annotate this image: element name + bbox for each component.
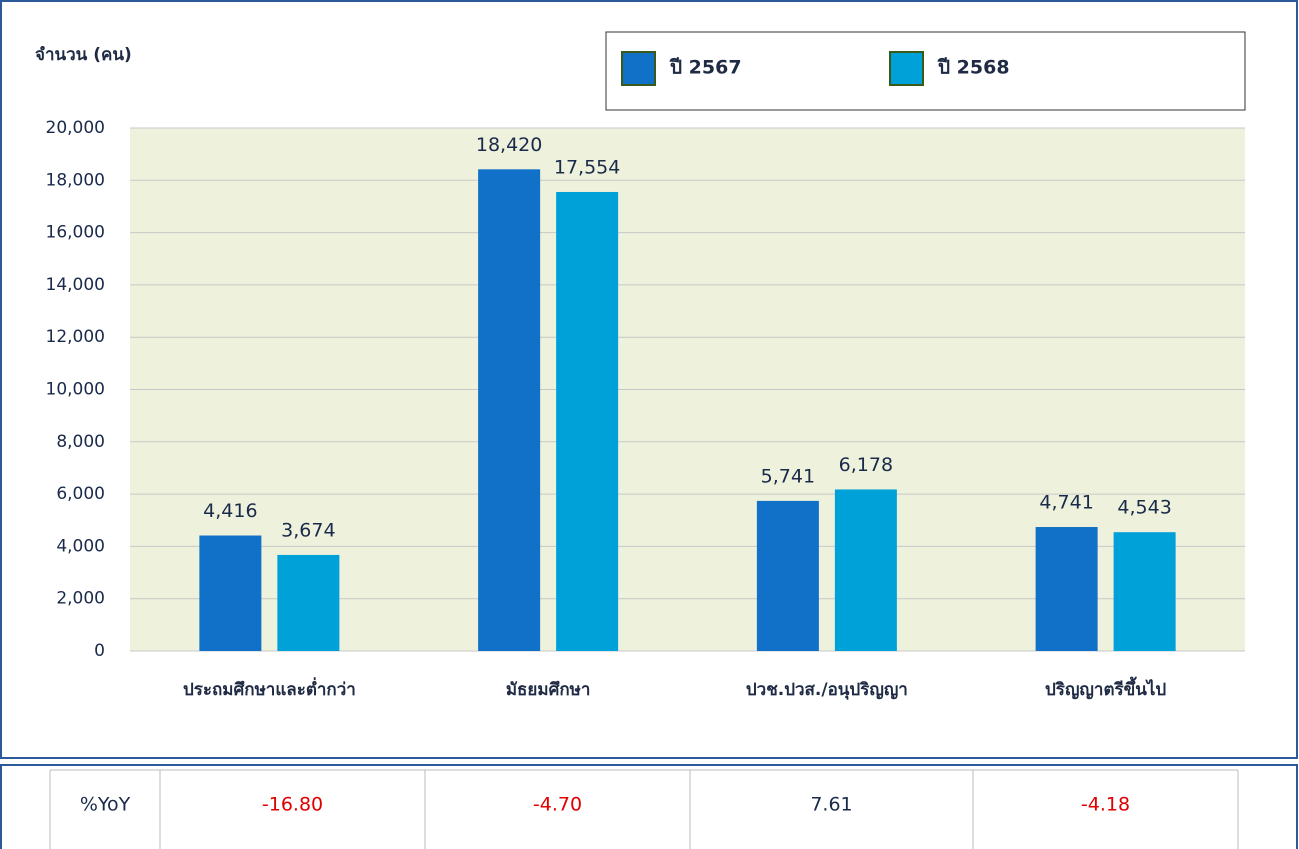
legend-label: ปี 2567 (669, 57, 741, 79)
bar (478, 169, 541, 651)
bar (1035, 527, 1098, 651)
value-label: 5,741 (761, 465, 815, 487)
value-label: 18,420 (476, 134, 542, 156)
x-tick-label: ปริญญาตรีขึ้นไป (1045, 676, 1166, 700)
y-tick-label: 10,000 (46, 380, 105, 400)
bar (199, 535, 262, 651)
table-cell: -4.70 (533, 794, 582, 816)
y-axis-label: จำนวน (คน) (35, 45, 132, 65)
value-label: 3,674 (281, 519, 335, 541)
bar (1113, 532, 1176, 651)
legend-swatch (621, 51, 656, 86)
bar (834, 489, 897, 651)
y-tick-label: 8,000 (56, 432, 105, 452)
bar (556, 191, 619, 652)
value-label: 4,543 (1117, 497, 1171, 519)
value-label: 17,554 (554, 156, 620, 178)
legend-box (605, 31, 1246, 111)
y-tick-label: 12,000 (46, 327, 105, 347)
bar (756, 500, 819, 651)
y-tick-label: 20,000 (46, 118, 105, 138)
y-tick-label: 2,000 (56, 589, 105, 609)
x-tick-label: ปวช.ปวส./อนุปริญญา (746, 680, 908, 700)
value-label: 4,416 (203, 500, 257, 522)
table-cell: 7.61 (810, 794, 852, 816)
table-cell: %YoY (80, 794, 131, 816)
legend-label: ปี 2568 (937, 57, 1009, 79)
y-tick-label: 0 (94, 641, 105, 661)
legend-swatch (889, 51, 924, 86)
table-cell: -4.18 (1081, 794, 1130, 816)
table-border (0, 764, 1298, 849)
y-tick-label: 18,000 (46, 170, 105, 190)
y-tick-label: 14,000 (46, 275, 105, 295)
x-tick-label: ประถมศึกษาและต่ำกว่า (183, 677, 356, 700)
y-tick-label: 16,000 (46, 223, 105, 243)
x-tick-label: มัธยมศึกษา (506, 680, 591, 700)
bar (277, 554, 340, 651)
value-label: 6,178 (839, 454, 893, 476)
y-tick-label: 6,000 (56, 484, 105, 504)
table-cell: -16.80 (262, 794, 323, 816)
value-label: 4,741 (1039, 492, 1093, 514)
y-tick-label: 4,000 (56, 536, 105, 556)
